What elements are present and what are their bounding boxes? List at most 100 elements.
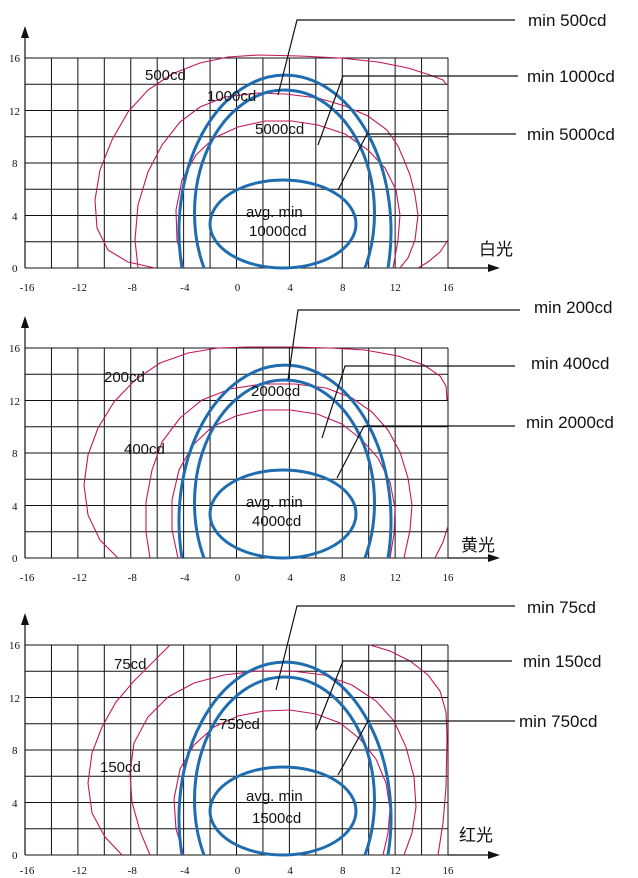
x-tick-label: 12 (390, 282, 401, 294)
x-tick-label: -8 (128, 865, 138, 877)
x-tick-label: 4 (287, 572, 293, 584)
y-tick-label: 0 (12, 263, 18, 275)
x-tick-label: 8 (340, 572, 346, 584)
y-axis-arrow (21, 316, 29, 328)
callout-label: min 750cd (519, 712, 597, 731)
y-tick-label: 16 (9, 343, 21, 355)
panel-yellow-light: 16 12 8 4 0 -16 -12 -8 -4 0 4 8 12 16 200cd 400c… (9, 298, 614, 584)
x-tick-label: 8 (340, 865, 346, 877)
x-tick-label: 16 (443, 282, 455, 294)
callout-leader (315, 660, 512, 731)
x-tick-label: -16 (20, 865, 35, 877)
y-tick-label: 16 (9, 53, 21, 65)
y-axis-arrow (21, 26, 29, 38)
x-tick-label: -16 (20, 282, 35, 294)
callout-leader (317, 75, 518, 146)
callout-leader (336, 425, 515, 479)
min-contour-middle (193, 675, 376, 856)
callout-leader (321, 365, 515, 439)
measured-contour-inner (175, 120, 401, 269)
callout-label: min 150cd (523, 652, 601, 671)
measured-contour-outer (94, 54, 449, 269)
min-contour-middle (193, 88, 376, 269)
measured-contour-outer (83, 346, 449, 559)
measured-label: 2000cd (251, 383, 300, 400)
measured-label: 500cd (145, 67, 186, 84)
min-contour-inner (208, 765, 358, 857)
panel-red-light: 16 12 8 4 0 -16 -12 -8 -4 0 4 8 12 16 75cd 150cd… (9, 598, 601, 877)
light-type-label: 黄光 (461, 536, 495, 556)
callout-leader (337, 720, 515, 776)
callout-leader (275, 605, 515, 691)
callout-label: min 500cd (528, 11, 606, 30)
min-contour-outer (177, 660, 393, 856)
avg-min-value: 4000cd (252, 513, 301, 530)
y-tick-label: 12 (9, 693, 20, 705)
x-tick-label: 4 (287, 282, 293, 294)
x-tick-label: -4 (180, 282, 190, 294)
x-tick-labels: -16 -12 -8 -4 0 4 8 12 16 (20, 865, 454, 877)
y-tick-label: 12 (9, 106, 20, 118)
x-tick-labels: -16 -12 -8 -4 0 4 8 12 16 (20, 572, 454, 584)
avg-min-value: 10000cd (249, 223, 307, 240)
grid (24, 644, 449, 856)
x-tick-label: -12 (72, 865, 87, 877)
x-tick-label: -16 (20, 572, 35, 584)
measured-contour-middle (129, 670, 417, 856)
measured-contour-middle (145, 383, 413, 559)
x-axis-arrow (488, 264, 500, 272)
callout-label: min 200cd (534, 298, 612, 317)
x-tick-label: -12 (72, 572, 87, 584)
y-tick-label: 4 (12, 798, 18, 810)
y-axis-arrow (21, 613, 29, 625)
min-contour-inner (208, 468, 358, 560)
x-tick-label: 16 (443, 865, 455, 877)
callout-label: min 1000cd (527, 67, 615, 86)
y-tick-label: 12 (9, 396, 20, 408)
callout-leader (287, 309, 520, 381)
y-tick-label: 0 (12, 553, 18, 565)
x-tick-label: -12 (72, 282, 87, 294)
min-contour-middle (193, 378, 376, 559)
measured-label: 75cd (114, 656, 147, 673)
x-tick-label: 16 (443, 572, 455, 584)
measured-label: 200cd (104, 369, 145, 386)
grid (24, 57, 449, 269)
min-contour-outer (177, 73, 393, 269)
x-tick-label: -4 (180, 865, 190, 877)
x-tick-label: 4 (287, 865, 293, 877)
x-tick-label: 0 (235, 572, 241, 584)
x-tick-label: -8 (128, 282, 138, 294)
light-type-label: 白光 (479, 240, 513, 260)
callout-label: min 75cd (527, 598, 596, 617)
x-tick-label: 0 (235, 282, 241, 294)
measured-contour-middle (134, 92, 419, 269)
x-axis-arrow (488, 554, 500, 562)
callout-label: min 5000cd (527, 125, 615, 144)
y-tick-label: 4 (12, 211, 18, 223)
x-axis-arrow (488, 851, 500, 859)
x-tick-label: -4 (180, 572, 190, 584)
y-tick-label: 8 (12, 448, 18, 460)
y-tick-label: 8 (12, 745, 18, 757)
x-tick-label: 12 (390, 572, 401, 584)
avg-min-value: 1500cd (252, 810, 301, 827)
x-tick-labels: -16 -12 -8 -4 0 4 8 12 16 (20, 282, 454, 294)
avg-min-label: avg. min (246, 204, 303, 221)
x-tick-label: 8 (340, 282, 346, 294)
min-contour-inner (208, 178, 358, 270)
x-tick-label: 0 (235, 865, 241, 877)
callout-leader (337, 133, 516, 191)
callout-label: min 400cd (531, 354, 609, 373)
measured-label: 5000cd (255, 121, 304, 138)
avg-min-label: avg. min (246, 494, 303, 511)
y-tick-label: 16 (9, 640, 21, 652)
x-tick-label: -8 (128, 572, 138, 584)
panel-white-light: 16 12 8 4 0 -16 -12 -8 -4 0 4 8 12 16 500cd 1000… (9, 11, 615, 294)
y-tick-label: 0 (12, 850, 18, 862)
y-tick-label: 8 (12, 158, 18, 170)
measured-contour-inner (173, 709, 391, 856)
measured-label: 400cd (124, 441, 165, 458)
callout-label: min 2000cd (526, 413, 614, 432)
